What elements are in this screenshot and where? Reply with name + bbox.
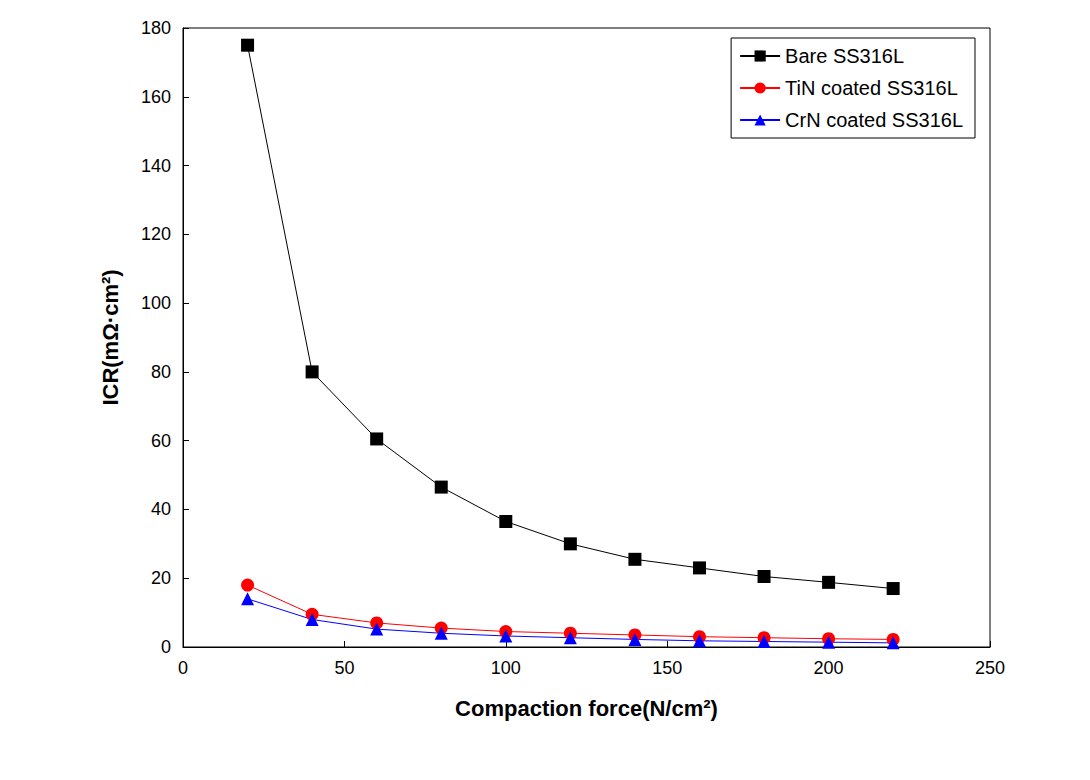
svg-text:Bare SS316L: Bare SS316L bbox=[785, 45, 904, 67]
svg-text:60: 60 bbox=[151, 431, 171, 451]
svg-text:100: 100 bbox=[491, 658, 521, 678]
svg-text:40: 40 bbox=[151, 499, 171, 519]
svg-text:140: 140 bbox=[141, 156, 171, 176]
svg-text:160: 160 bbox=[141, 87, 171, 107]
svg-text:TiN coated SS316L: TiN coated SS316L bbox=[785, 77, 958, 99]
svg-text:CrN coated SS316L: CrN coated SS316L bbox=[785, 109, 963, 131]
svg-text:80: 80 bbox=[151, 362, 171, 382]
svg-text:50: 50 bbox=[334, 658, 354, 678]
svg-text:250: 250 bbox=[975, 658, 1005, 678]
svg-text:180: 180 bbox=[141, 18, 171, 38]
svg-text:150: 150 bbox=[652, 658, 682, 678]
svg-text:20: 20 bbox=[151, 568, 171, 588]
svg-text:100: 100 bbox=[141, 293, 171, 313]
svg-text:200: 200 bbox=[814, 658, 844, 678]
svg-text:0: 0 bbox=[178, 658, 188, 678]
svg-text:120: 120 bbox=[141, 224, 171, 244]
svg-text:Compaction force(N/cm²): Compaction force(N/cm²) bbox=[455, 696, 718, 721]
svg-text:ICR(mΩ·cm²): ICR(mΩ·cm²) bbox=[98, 269, 123, 405]
svg-text:0: 0 bbox=[161, 637, 171, 657]
